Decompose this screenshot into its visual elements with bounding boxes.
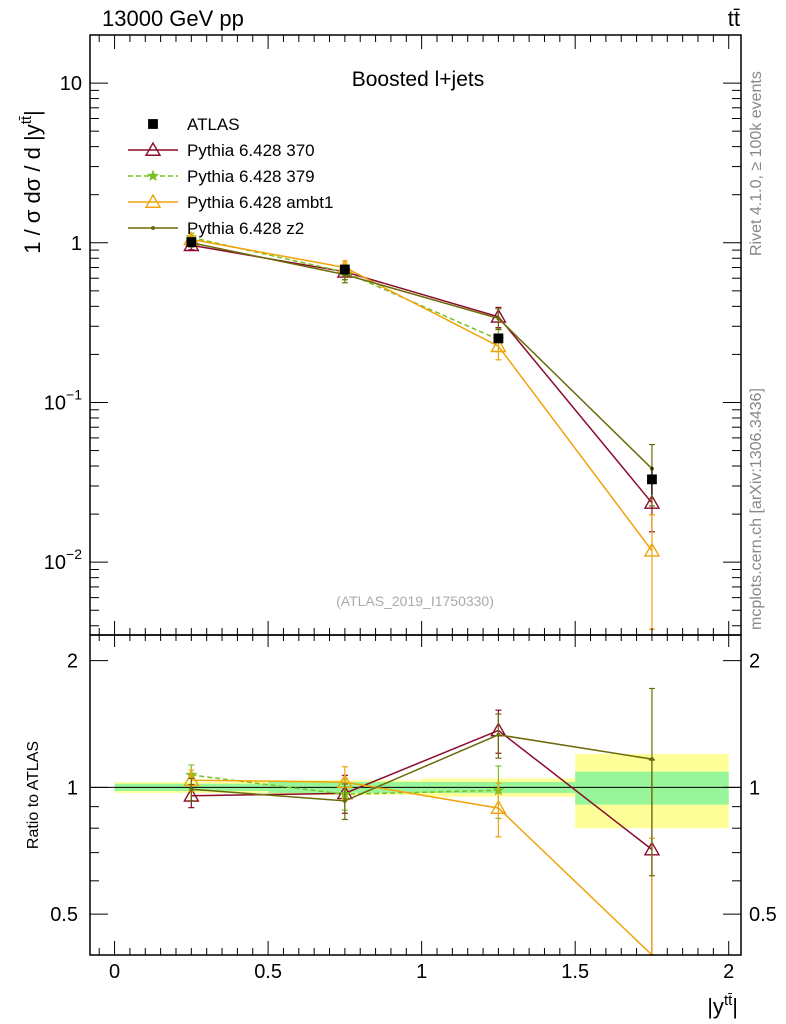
y-tick-exponent: −2	[66, 546, 82, 562]
main-data-layer	[184, 232, 659, 629]
legend-label: Pythia 6.428 370	[187, 141, 315, 160]
rivet-label: Rivet 4.1.0, ≥ 100k events	[748, 71, 765, 256]
y-tick-label: 1	[71, 233, 82, 255]
data-point-marker	[650, 757, 654, 761]
process-label: tt̄	[728, 6, 740, 31]
data-point-marker	[494, 333, 504, 343]
data-point-marker	[148, 171, 158, 180]
legend-label: ATLAS	[187, 115, 240, 134]
ratio-tick-label: 1	[67, 777, 78, 799]
data-point-marker	[146, 195, 160, 207]
legend: ATLAS Pythia 6.428 370 Pythia 6.428 379 Pyt…	[128, 115, 333, 238]
ratio-tick-label-right: 2	[749, 651, 760, 673]
x-tick-label: 2	[723, 961, 734, 983]
energy-label: 13000 GeV pp	[102, 6, 244, 31]
x-tick-label: 0	[109, 961, 120, 983]
ratio-tick-label: 0.5	[50, 904, 78, 926]
x-axis-title-text: |ytt̄|	[707, 992, 738, 1019]
ratio-tick-label-right: 0.5	[749, 904, 777, 926]
x-tick-label: 1.5	[561, 961, 589, 983]
x-axis-title: |ytt̄|	[707, 992, 738, 1019]
ratio-tick-label-right: 1	[749, 777, 760, 799]
data-point-marker	[148, 119, 158, 129]
y-tick-label: 10	[60, 73, 82, 95]
data-point-marker	[186, 237, 196, 247]
series-line-main	[191, 243, 652, 469]
data-point-marker	[340, 265, 350, 275]
y-tick-exponent: −1	[66, 386, 82, 402]
y-axis-title-main: 1 / σ dσ / d |ytt̄|	[18, 110, 45, 254]
data-point-marker	[343, 799, 347, 803]
ratio-tick-label: 2	[67, 651, 78, 673]
watermark: (ATLAS_2019_I1750330)	[336, 593, 494, 609]
legend-label: Pythia 6.428 379	[187, 167, 315, 186]
x-tick-label: 0.5	[254, 961, 282, 983]
data-point-marker	[151, 226, 155, 230]
ratio-panel: 2 2 1 1 0.5 0.5	[50, 635, 777, 955]
x-tick-label: 1	[416, 961, 427, 983]
y-tick-label: 10	[44, 392, 66, 414]
data-point-marker	[146, 143, 160, 155]
y-axis-title-ratio: Ratio to ATLAS	[25, 741, 42, 849]
data-point-marker	[647, 474, 657, 484]
legend-label: Pythia 6.428 z2	[187, 219, 304, 238]
y-axis-title-main-text: 1 / σ dσ / d |ytt̄|	[18, 110, 45, 254]
data-point-marker	[496, 316, 500, 320]
series-line-main	[191, 245, 652, 503]
chart-canvas: 13000 GeV pp tt̄ Rivet 4.1.0, ≥ 100k eve…	[0, 0, 786, 1024]
y-tick-label: 10	[44, 552, 66, 574]
series-line-main	[191, 239, 652, 550]
chart-title: Boosted l+jets	[352, 68, 485, 91]
legend-label: Pythia 6.428 ambt1	[187, 193, 333, 212]
data-point-marker	[496, 733, 500, 737]
data-point-marker	[189, 787, 193, 791]
mcplots-label: mcplots.cern.ch [arXiv:1306.3436]	[748, 388, 765, 630]
x-tick-labels: 0 0.5 1 1.5 2	[109, 961, 734, 983]
